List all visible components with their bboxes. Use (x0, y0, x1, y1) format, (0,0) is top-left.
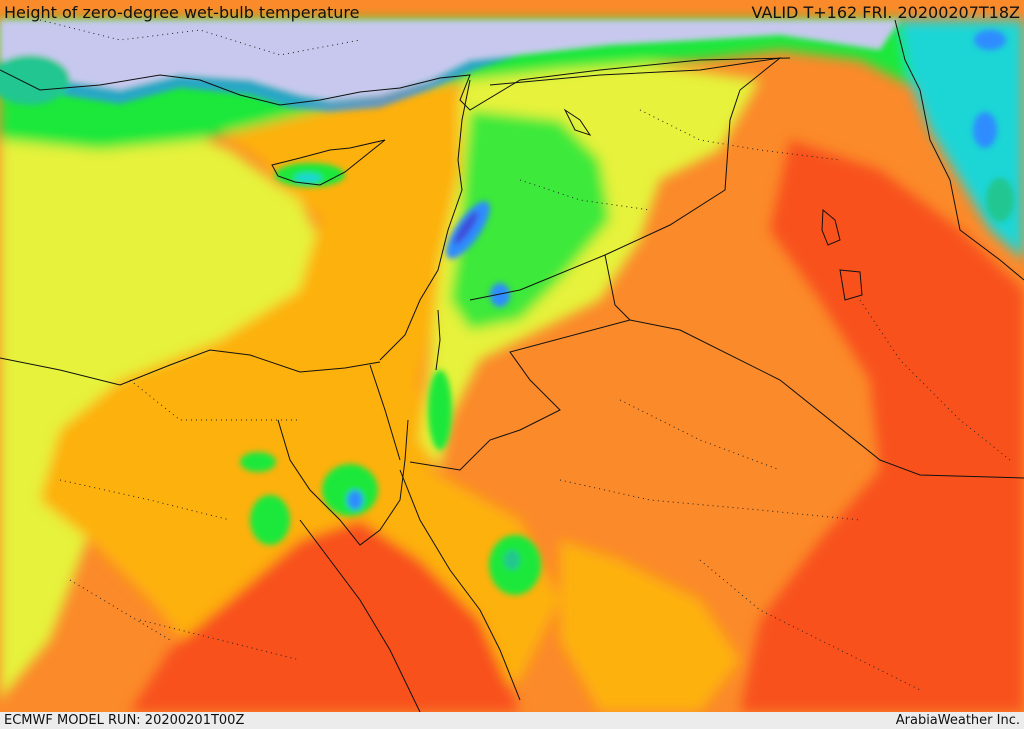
red-orange-south (130, 520, 520, 712)
weather-map (0, 0, 1024, 712)
model-run-label: ECMWF MODEL RUN: 20200201T00Z (4, 713, 245, 728)
jordan-valley-green (428, 370, 452, 450)
red-orange-east (740, 140, 1024, 712)
saudi-iraq-border (629, 319, 1024, 479)
syria-iraq-border (469, 57, 782, 301)
hermon-peak (490, 283, 510, 307)
lake-assad (563, 108, 592, 136)
lake-milh (839, 269, 863, 301)
green-levant (450, 110, 610, 330)
turkey-coast (0, 57, 791, 111)
ne-blue-1 (974, 30, 1006, 50)
egypt-dot-green (240, 452, 276, 472)
aegean-teal (0, 55, 70, 105)
water-north (0, 20, 900, 100)
cyprus-outline (271, 139, 386, 186)
ne-blue-2 (973, 112, 997, 148)
red-sea-west (299, 519, 421, 712)
levant-coast (379, 79, 471, 361)
jordan-border (409, 254, 631, 471)
orange-yellow-saudi (560, 540, 740, 712)
map-title: Height of zero-degree wet-bulb temperatu… (4, 3, 360, 22)
footer-bar: ECMWF MODEL RUN: 20200201T00Z ArabiaWeat… (0, 712, 1024, 729)
egypt-coast (0, 349, 381, 386)
cyprus-cyan (294, 173, 322, 183)
sinai-blue (347, 490, 363, 510)
lake-tharthar (821, 208, 841, 246)
orange-yellow-central (40, 70, 560, 712)
valid-time: VALID T+162 FRI. 20200207T18Z (751, 3, 1020, 22)
red-sea-east (399, 469, 521, 701)
admin-lines (39, 19, 1011, 691)
sinai-border (369, 364, 401, 461)
sinai-green (322, 464, 378, 516)
dead-sea (435, 309, 441, 371)
iran-border (894, 19, 1024, 281)
credit-label: ArabiaWeather Inc. (895, 713, 1020, 728)
ne-blue-3 (986, 178, 1014, 222)
hejaz-teal (504, 550, 520, 570)
lebanon-core (453, 211, 479, 245)
blue-rim (0, 55, 520, 112)
coastlines (0, 19, 1024, 712)
suez-gulf (277, 419, 409, 546)
egypt-east-green (250, 495, 290, 545)
